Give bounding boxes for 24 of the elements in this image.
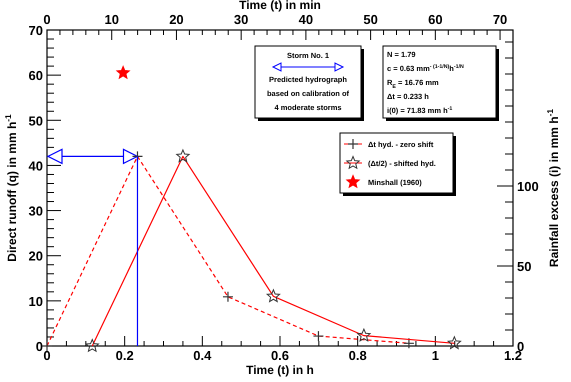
- x-tick-label: 1: [432, 348, 439, 363]
- y2-tick-label: 50: [517, 259, 532, 274]
- x2-axis-title: Time (t) in min: [239, 0, 321, 12]
- x2-tick-label: 40: [298, 12, 314, 27]
- y-tick-label: 40: [28, 158, 43, 174]
- x2-tick-label: 20: [169, 12, 184, 27]
- point: [116, 66, 130, 79]
- y-tick-label: 30: [28, 204, 43, 219]
- y-tick-label: 10: [28, 294, 43, 309]
- y-tick-label: 70: [28, 23, 43, 38]
- x2-tick-label: 30: [234, 12, 248, 27]
- x-tick-label: 0.2: [116, 348, 134, 363]
- x2-tick-label: 10: [104, 12, 119, 27]
- y-tick-label: 20: [28, 248, 43, 264]
- x2-tick-label: 60: [428, 12, 443, 27]
- x-tick-label: 0.4: [193, 348, 212, 363]
- x-tick-label: 0.6: [270, 348, 290, 363]
- x-axis-title: Time (t) in h: [246, 363, 314, 377]
- x-tick-label: 0.8: [348, 348, 367, 363]
- y-tick-label: 60: [28, 68, 43, 84]
- x2-tick-label: 70: [492, 12, 508, 27]
- x2-tick-label: 50: [363, 12, 378, 27]
- y-tick-label: 50: [28, 113, 43, 128]
- y2-tick-label: 100: [517, 179, 539, 194]
